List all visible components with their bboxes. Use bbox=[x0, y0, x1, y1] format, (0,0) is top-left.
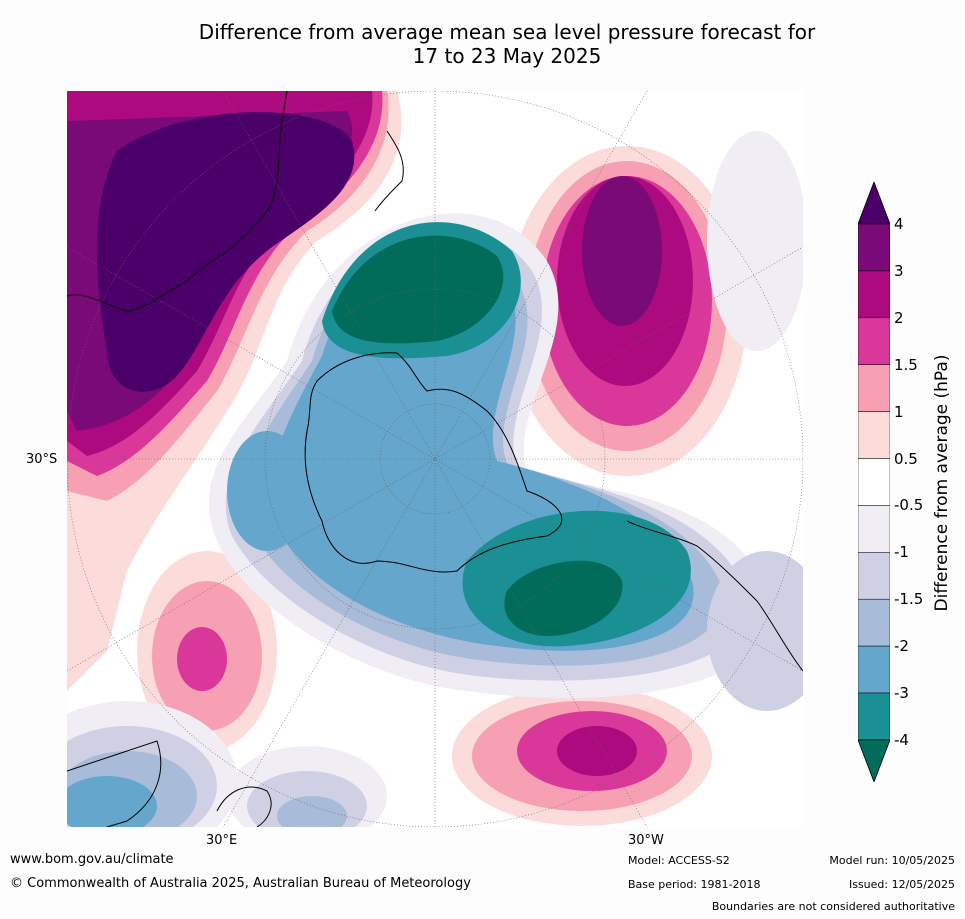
colorbar-band bbox=[858, 505, 890, 553]
colorbar-band bbox=[858, 364, 890, 412]
new-zealand-coastline bbox=[374, 130, 404, 212]
colorbar-band-bottom bbox=[858, 739, 890, 782]
colorbar bbox=[858, 182, 890, 782]
colorbar-bands bbox=[858, 182, 890, 782]
colorbar-tick-label: 4 bbox=[894, 215, 904, 233]
colorbar-band bbox=[858, 645, 890, 694]
colorbar-band bbox=[858, 270, 890, 319]
colorbar-band bbox=[858, 317, 890, 365]
positive-anomaly-south-atlantic bbox=[452, 686, 712, 826]
colorbar-band-top bbox=[858, 182, 890, 225]
positive-anomaly-australia bbox=[67, 91, 402, 691]
chart-title: Difference from average mean sea level p… bbox=[67, 20, 947, 68]
positive-anomaly-indian-ocean bbox=[137, 551, 277, 751]
colorbar-tick-label: 1.5 bbox=[894, 355, 918, 374]
australia-coastline bbox=[67, 91, 288, 312]
colorbar-tick-label: 1 bbox=[894, 402, 904, 421]
footer-base-period: Base period: 1981-2018 bbox=[628, 878, 761, 891]
map-svg bbox=[67, 91, 803, 827]
colorbar-band bbox=[858, 552, 890, 600]
colorbar-band bbox=[858, 598, 890, 647]
footer-copyright: © Commonwealth of Australia 2025, Austra… bbox=[10, 876, 471, 891]
colorbar-tick-label: -1 bbox=[894, 543, 909, 562]
colorbar-tick-label: 2 bbox=[894, 308, 904, 327]
colorbar-tick-label: 0.5 bbox=[894, 449, 918, 468]
colorbar-tick-label: -0.5 bbox=[894, 496, 924, 515]
colorbar-band bbox=[858, 458, 890, 506]
latitude-label-30s: 30°S bbox=[26, 452, 58, 467]
footer-model-run: Model run: 10/05/2025 bbox=[829, 854, 955, 867]
antarctica-coastline bbox=[304, 352, 563, 573]
longitude-label-30e: 30°E bbox=[206, 833, 238, 848]
colorbar-band bbox=[858, 411, 890, 459]
colorbar-tick-label: -1.5 bbox=[894, 590, 924, 609]
colorbar-band bbox=[858, 692, 890, 741]
footer-website[interactable]: www.bom.gov.au/climate bbox=[10, 852, 174, 867]
title-line-1: Difference from average mean sea level p… bbox=[198, 20, 816, 44]
colorbar-tick-label: -2 bbox=[894, 637, 909, 656]
south-america-coastline bbox=[626, 520, 803, 672]
colorbar-tick-label: -4 bbox=[894, 730, 909, 749]
title-line-2: 17 to 23 May 2025 bbox=[412, 44, 602, 68]
colorbar-band bbox=[858, 223, 890, 272]
africa-coastline bbox=[67, 740, 162, 827]
anomaly-fields bbox=[67, 91, 803, 827]
coastlines bbox=[67, 91, 803, 827]
colorbar-title: Difference from average (hPa) bbox=[932, 354, 952, 612]
negative-anomaly-southern-africa bbox=[67, 701, 387, 827]
negative-anomaly-antarctic bbox=[208, 213, 771, 698]
negative-anomaly-south-america bbox=[707, 131, 803, 711]
madagascar-coastline bbox=[216, 786, 272, 827]
graticule bbox=[67, 91, 803, 827]
footer-model: Model: ACCESS-S2 bbox=[628, 854, 730, 867]
longitude-label-30w: 30°W bbox=[628, 833, 664, 848]
footer-disclaimer: Boundaries are not considered authoritat… bbox=[711, 900, 955, 913]
pressure-anomaly-map bbox=[67, 91, 803, 827]
positive-anomaly-south-pacific bbox=[507, 146, 747, 476]
footer-issued: Issued: 12/05/2025 bbox=[848, 878, 955, 891]
colorbar-tick-label: -3 bbox=[894, 684, 909, 702]
colorbar-tick-label: 3 bbox=[894, 261, 904, 280]
